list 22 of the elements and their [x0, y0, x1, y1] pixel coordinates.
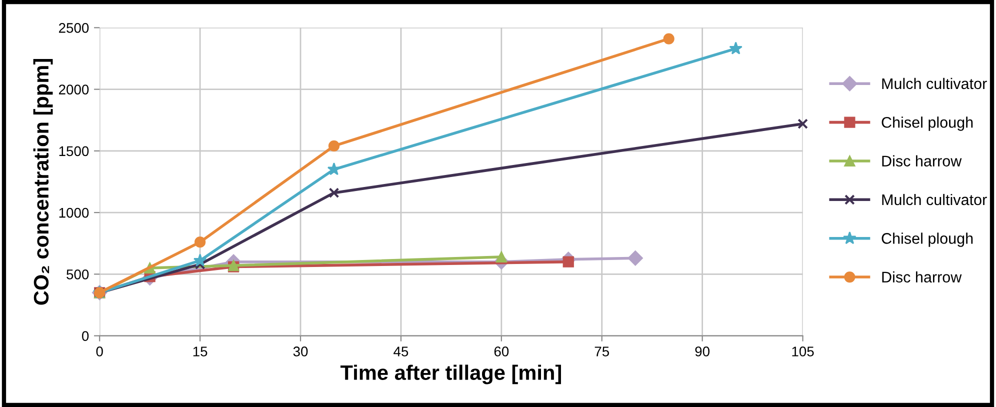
legend-label: Mulch cultivator [882, 194, 987, 206]
y-tick-label: 1500 [59, 146, 89, 156]
x-tick-label: 0 [96, 346, 103, 356]
y-tick-label: 1000 [59, 208, 89, 218]
x-axis-title: Time after tillage [min] [340, 364, 561, 384]
x-tick-label: 60 [494, 346, 509, 356]
x-tick-label: 105 [792, 346, 814, 356]
legend-label: Chisel plough [882, 116, 973, 131]
x-tick-label: 90 [695, 346, 710, 356]
legend-label: Mulch cultivator [882, 78, 987, 90]
y-tick-label: 500 [66, 269, 89, 280]
y-axis-title: CO₂ concentration [ppm] [33, 59, 53, 305]
legend-label: Disc harrow [882, 271, 962, 283]
legend-label: Disc harrow [882, 155, 962, 166]
x-tick-label: 30 [293, 346, 308, 356]
y-tick-label: 0 [82, 331, 89, 341]
x-tick-label: 45 [394, 346, 408, 356]
y-tick-label: 2500 [58, 23, 89, 33]
legend-label: Chisel plough [882, 232, 973, 247]
x-tick-label: 15 [193, 346, 208, 356]
y-tick-label: 2000 [58, 84, 89, 94]
x-tick-label: 75 [594, 346, 610, 356]
